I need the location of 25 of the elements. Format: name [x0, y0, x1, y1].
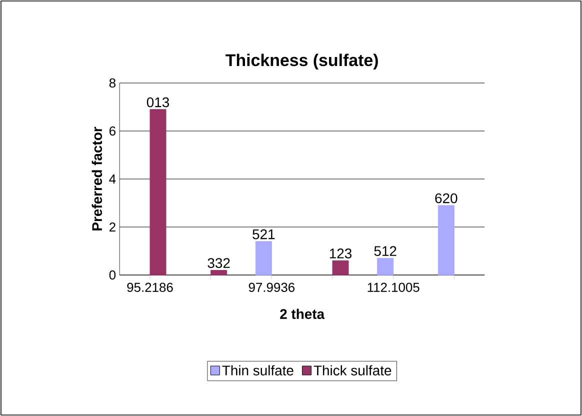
annotation: 620	[435, 193, 458, 204]
annotation: 521	[252, 229, 275, 240]
bar	[332, 260, 349, 276]
y-tick-label: 6	[110, 126, 116, 136]
y-axis-title: Preferred factor	[92, 126, 102, 230]
annotation: 332	[208, 258, 230, 268]
x-tick-label: 112.1005	[368, 282, 420, 292]
y-tick-label: 4	[109, 174, 116, 184]
y-tick-label: 2	[110, 222, 116, 232]
bar	[255, 241, 272, 276]
legend-label: Thick sulfate	[314, 365, 392, 376]
x-tick-label: 95.2186	[127, 282, 173, 292]
y-tick-label: 0	[109, 270, 116, 280]
y-tick-label: 8	[109, 78, 116, 88]
bar	[210, 270, 228, 276]
bar	[150, 109, 166, 276]
x-axis-title: 2 theta	[280, 308, 325, 320]
annotation: 512	[374, 246, 396, 256]
bar	[438, 205, 454, 276]
legend-label: Thin sulfate	[222, 365, 294, 376]
chart-title: Thickness (sulfate)	[226, 54, 378, 70]
bar	[377, 258, 394, 276]
annotation: 123	[330, 248, 352, 258]
x-tick-label: 97.9936	[248, 282, 295, 292]
annotation: 013	[146, 97, 170, 108]
